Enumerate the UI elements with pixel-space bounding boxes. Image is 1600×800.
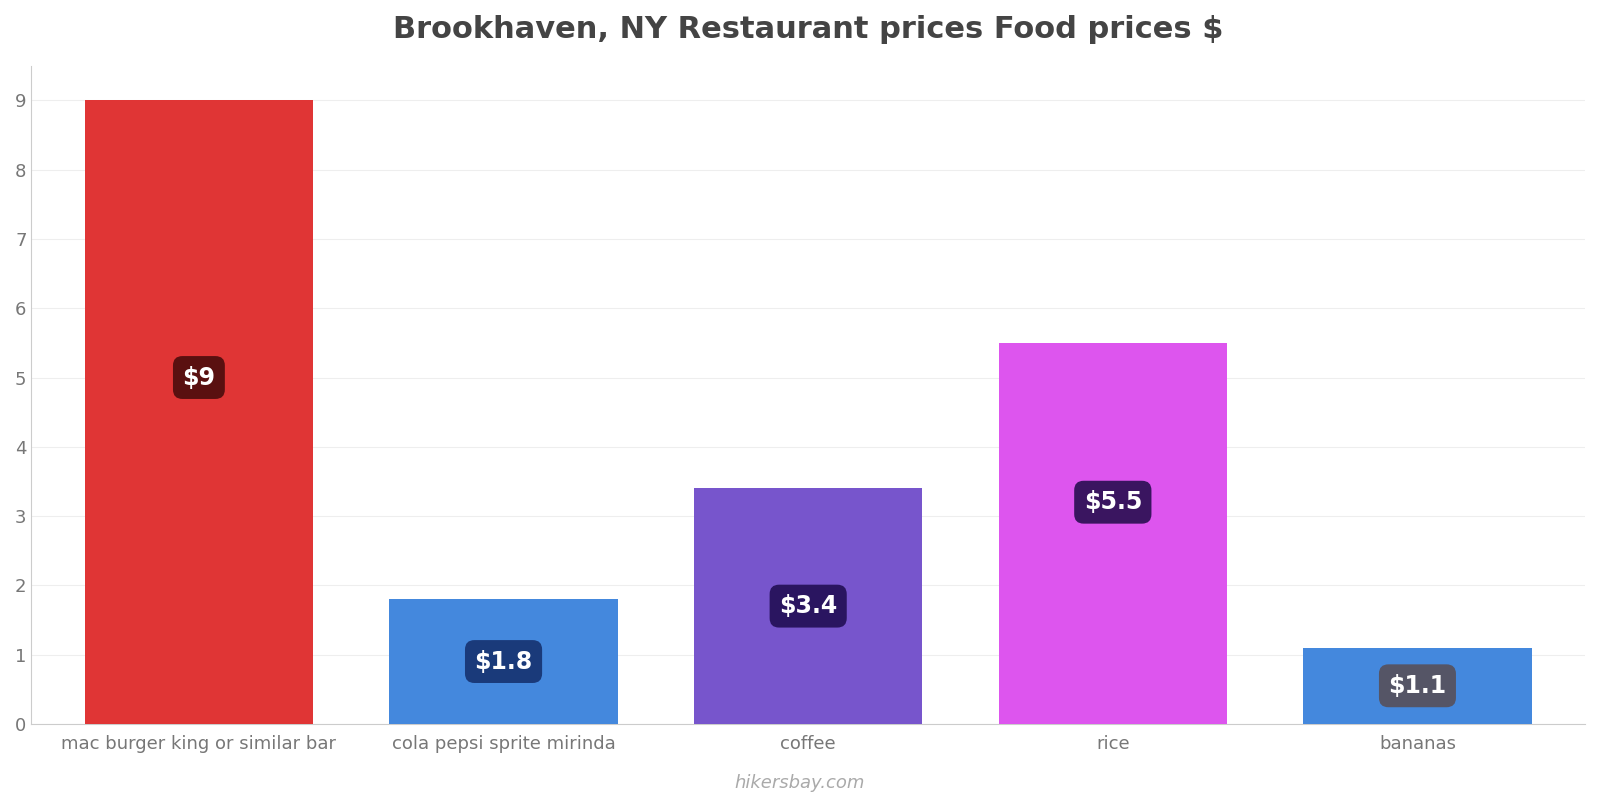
Text: $9: $9 <box>182 366 216 390</box>
Title: Brookhaven, NY Restaurant prices Food prices $: Brookhaven, NY Restaurant prices Food pr… <box>394 15 1224 44</box>
Bar <box>694 488 923 724</box>
Bar <box>998 343 1227 724</box>
Text: hikersbay.com: hikersbay.com <box>734 774 866 792</box>
Text: $3.4: $3.4 <box>779 594 837 618</box>
Text: $1.8: $1.8 <box>475 650 533 674</box>
Text: $5.5: $5.5 <box>1083 490 1142 514</box>
Text: $1.1: $1.1 <box>1389 674 1446 698</box>
Bar <box>389 599 618 724</box>
Bar <box>1304 648 1531 724</box>
Bar <box>85 101 314 724</box>
